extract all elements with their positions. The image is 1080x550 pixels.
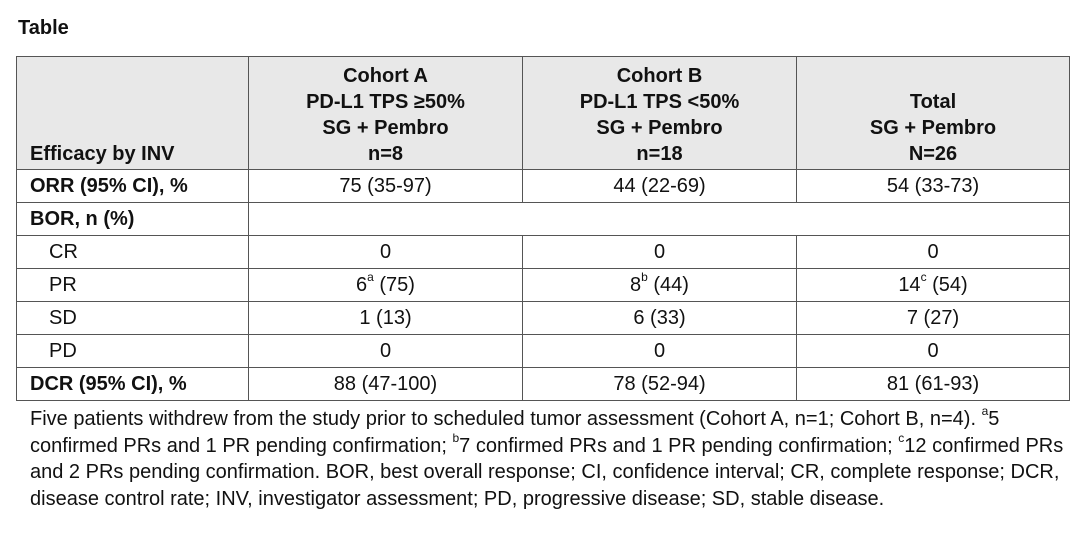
pr-b-value: 8 <box>630 274 642 296</box>
pr-a-footnote-mark: a <box>367 270 374 285</box>
cell-dcr-cohort-b: 78 (52-94) <box>522 367 797 401</box>
table-row-pd: PD 0 0 0 <box>16 334 1070 368</box>
row-label-sd: SD <box>16 301 249 335</box>
cell-orr-cohort-a: 75 (35-97) <box>248 169 523 203</box>
table-row-dcr: DCR (95% CI), % 88 (47-100) 78 (52-94) 8… <box>16 367 1070 401</box>
cell-pr-cohort-a: 6a (75) <box>248 268 523 302</box>
footnote-part1: Five patients withdrew from the study pr… <box>30 408 982 430</box>
header-cohort-a-line2: PD-L1 TPS ≥50% <box>306 91 465 113</box>
footnote-mark-c: c <box>898 430 905 445</box>
cell-sd-total: 7 (27) <box>796 301 1070 335</box>
cell-sd-cohort-b: 6 (33) <box>522 301 797 335</box>
cell-orr-total: 54 (33-73) <box>796 169 1070 203</box>
pr-t-value: 14 <box>898 274 921 296</box>
header-cohort-b-line3: SG + Pembro <box>596 117 723 139</box>
header-cohort-a-line1: Cohort A <box>343 65 428 87</box>
header-cohort-a-line3: SG + Pembro <box>322 117 449 139</box>
header-cohort-b-line1: Cohort B <box>616 65 703 87</box>
cell-pd-cohort-a: 0 <box>248 334 523 368</box>
footnote-mark-a: a <box>981 404 989 419</box>
table-row-cr: CR 0 0 0 <box>16 235 1070 269</box>
table-row-pr: PR 6a (75) 8b (44) 14c (54) <box>16 268 1070 302</box>
cell-orr-cohort-b: 44 (22-69) <box>522 169 797 203</box>
header-cohort-b-line4: n=18 <box>636 143 683 165</box>
footnote-mark-b: b <box>452 430 460 445</box>
cell-cr-cohort-b: 0 <box>522 235 797 269</box>
cell-dcr-cohort-a: 88 (47-100) <box>248 367 523 401</box>
header-row: Efficacy by INV Cohort A PD-L1 TPS ≥50% … <box>16 56 1070 170</box>
header-total: Total SG + Pembro N=26 <box>796 56 1070 170</box>
table-row-bor: BOR, n (%) <box>16 202 1070 236</box>
table-row-orr: ORR (95% CI), % 75 (35-97) 44 (22-69) 54… <box>16 169 1070 203</box>
cell-dcr-total: 81 (61-93) <box>796 367 1070 401</box>
header-total-line4: N=26 <box>908 143 958 165</box>
table-title: Table <box>18 17 69 39</box>
row-label-orr: ORR (95% CI), % <box>16 169 249 203</box>
header-total-line3: SG + Pembro <box>869 117 997 139</box>
cell-pr-total: 14c (54) <box>796 268 1070 302</box>
row-label-pd: PD <box>16 334 249 368</box>
footnote-part2: 5 confirmed PRs and 1 PR pending confirm… <box>30 408 1000 457</box>
cell-pr-cohort-b: 8b (44) <box>522 268 797 302</box>
pr-t-percent: (54) <box>926 274 968 296</box>
header-cohort-b: Cohort B PD-L1 TPS <50% SG + Pembro n=18 <box>522 56 797 170</box>
header-cohort-b-line2: PD-L1 TPS <50% <box>579 91 740 113</box>
cell-pd-cohort-b: 0 <box>522 334 797 368</box>
pr-a-percent: (75) <box>373 274 415 296</box>
row-label-dcr: DCR (95% CI), % <box>16 367 249 401</box>
cell-pd-total: 0 <box>796 334 1070 368</box>
cell-bor-empty <box>248 202 1070 236</box>
header-cohort-a: Cohort A PD-L1 TPS ≥50% SG + Pembro n=8 <box>248 56 523 170</box>
cell-sd-cohort-a: 1 (13) <box>248 301 523 335</box>
header-total-line2: Total <box>909 91 957 113</box>
table-footnote: Five patients withdrew from the study pr… <box>30 404 1070 512</box>
pr-b-footnote-mark: b <box>641 270 648 285</box>
efficacy-table: Efficacy by INV Cohort A PD-L1 TPS ≥50% … <box>16 56 1070 401</box>
row-label-pr: PR <box>16 268 249 302</box>
table-row-sd: SD 1 (13) 6 (33) 7 (27) <box>16 301 1070 335</box>
cell-cr-total: 0 <box>796 235 1070 269</box>
row-label-bor: BOR, n (%) <box>16 202 249 236</box>
pr-b-percent: (44) <box>647 274 689 296</box>
header-cohort-a-line4: n=8 <box>367 143 404 165</box>
footnote-part3: 7 confirmed PRs and 1 PR pending confirm… <box>459 434 899 457</box>
pr-a-value: 6 <box>356 274 368 296</box>
row-label-cr: CR <box>16 235 249 269</box>
pr-t-footnote-mark: c <box>920 270 927 285</box>
cell-cr-cohort-a: 0 <box>248 235 523 269</box>
footnote-part4: 12 confirmed PRs and 2 PRs pending confi… <box>30 434 1064 510</box>
header-efficacy-label: Efficacy by INV <box>16 56 249 170</box>
